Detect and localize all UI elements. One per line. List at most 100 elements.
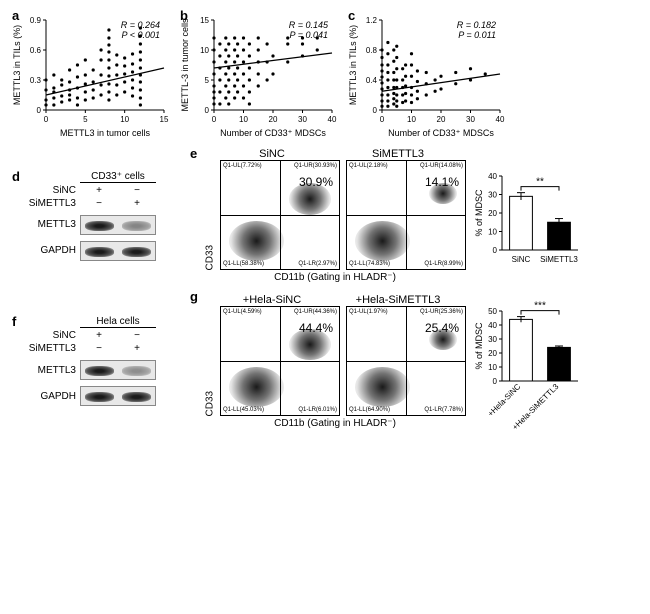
panel-label: e xyxy=(190,146,197,161)
flow-title: +Hela-SiNC xyxy=(212,294,332,306)
svg-text:+Hela-SiNC: +Hela-SiNC xyxy=(486,382,523,419)
svg-text:0: 0 xyxy=(37,106,42,115)
quad-label-ul: Q1-UL(1.97%) xyxy=(349,309,388,315)
svg-text:METTL-3 in tumor cells: METTL-3 in tumor cells xyxy=(180,18,190,112)
svg-text:Number of CD33⁺ MDSCs: Number of CD33⁺ MDSCs xyxy=(220,128,326,138)
svg-text:20: 20 xyxy=(269,115,278,124)
band-lanes xyxy=(80,215,156,235)
svg-text:0: 0 xyxy=(44,115,49,124)
figure: a05101500.30.60.9R = 0.264P < 0.001METTL… xyxy=(10,10,640,431)
svg-text:0: 0 xyxy=(205,106,210,115)
bar-chart: 010203040SiNCSiMETTL3**% of MDSC xyxy=(472,156,582,276)
svg-text:10: 10 xyxy=(239,115,248,124)
target-label: METTL3 xyxy=(26,219,76,230)
quad-label-ul: Q1-UL(4.59%) xyxy=(223,309,262,315)
band-row: GAPDH xyxy=(26,386,180,406)
flow-xaxis-label: CD11b (Gating in HLADR⁻) xyxy=(274,272,396,283)
svg-text:0: 0 xyxy=(493,246,498,255)
quad-label-lr: Q1-LR(7.78%) xyxy=(424,407,463,413)
svg-text:30: 30 xyxy=(488,190,497,199)
quad-label-ur: Q1-UR(30.93%) xyxy=(294,163,337,169)
quad-label-ll: Q1-LL(74.83%) xyxy=(349,261,390,267)
svg-text:10: 10 xyxy=(200,46,209,55)
svg-text:% of MDSC: % of MDSC xyxy=(474,322,484,370)
scatter-plot: 05101500.30.60.9R = 0.264P < 0.001METTL3… xyxy=(10,10,170,140)
svg-text:5: 5 xyxy=(205,76,210,85)
panel-g: g+Hela-SiNC+Hela-SiMETTL3CD33Q1-UL(4.59%… xyxy=(188,291,640,431)
band-lanes xyxy=(80,241,156,261)
lane-sign: + xyxy=(80,330,118,341)
svg-text:METTL3 in TILs (%): METTL3 in TILs (%) xyxy=(348,25,358,105)
svg-text:SiNC: SiNC xyxy=(512,255,531,264)
panel-c: c01020304000.40.81.2R = 0.182P = 0.011Nu… xyxy=(346,10,506,140)
svg-text:0: 0 xyxy=(493,377,498,386)
wb-condition-row: SiMETTL3−+ xyxy=(26,198,180,209)
quad-label-ul: Q1-UL(7.72%) xyxy=(223,163,262,169)
band-row: METTL3 xyxy=(26,215,180,235)
quad-label-ll: Q1-LL(58.38%) xyxy=(223,261,264,267)
quad-label-ur: Q1-UR(14.08%) xyxy=(420,163,463,169)
wb-header: CD33⁺ cells xyxy=(80,171,156,183)
svg-text:40: 40 xyxy=(488,172,497,181)
lane-sign: − xyxy=(118,330,156,341)
condition-label: SiNC xyxy=(26,330,76,341)
panel-e: eSiNCSiMETTL3CD33Q1-UL(7.72%)Q1-UR(30.93… xyxy=(188,148,640,283)
svg-text:METTL3 in TILs (%): METTL3 in TILs (%) xyxy=(12,25,22,105)
svg-text:40: 40 xyxy=(328,115,337,124)
wb-condition-row: SiNC +− xyxy=(26,330,180,341)
svg-text:5: 5 xyxy=(83,115,88,124)
svg-text:P < 0.001: P < 0.001 xyxy=(122,30,160,40)
quad-label-lr: Q1-LR(2.97%) xyxy=(298,261,337,267)
svg-text:METTL3 in tumor cells: METTL3 in tumor cells xyxy=(60,128,151,138)
svg-text:P = 0.011: P = 0.011 xyxy=(458,30,496,40)
band-row: METTL3 xyxy=(26,360,180,380)
western-blot: Hela cellsSiNC+−SiMETTL3−+METTL3GAPDH xyxy=(10,316,180,406)
svg-text:10: 10 xyxy=(407,115,416,124)
svg-text:0: 0 xyxy=(212,115,217,124)
flow-title: SiNC xyxy=(212,148,332,160)
svg-text:40: 40 xyxy=(488,321,497,330)
panel-f: fHela cellsSiNC+−SiMETTL3−+METTL3GAPDH xyxy=(10,316,180,406)
flow-plot: Q1-UL(7.72%) Q1-UR(30.93%) Q1-LL(58.38%) Q1… xyxy=(220,160,340,270)
svg-text:1.2: 1.2 xyxy=(366,16,378,25)
bar-chart: 01020304050+Hela-SiNC+Hela-SiMETTL3***% … xyxy=(472,291,582,431)
flow-title: SiMETTL3 xyxy=(338,148,458,160)
svg-text:10: 10 xyxy=(488,227,497,236)
target-label: METTL3 xyxy=(26,365,76,376)
lane-sign: − xyxy=(80,198,118,209)
row-scatter: a05101500.30.60.9R = 0.264P < 0.001METTL… xyxy=(10,10,640,140)
condition-label: SiMETTL3 xyxy=(26,343,76,354)
condition-label: SiNC xyxy=(26,185,76,196)
flow-plot: Q1-UL(4.59%)Q1-UR(44.36%)Q1-LL(45.03%)Q1… xyxy=(220,306,340,416)
lane-sign: + xyxy=(80,185,118,196)
panel-label: c xyxy=(348,8,355,23)
svg-text:0.4: 0.4 xyxy=(366,76,378,85)
svg-text:***: *** xyxy=(534,301,546,312)
row-fg: fHela cellsSiNC+−SiMETTL3−+METTL3GAPDH g… xyxy=(10,291,640,431)
quad-label-lr: Q1-LR(8.99%) xyxy=(424,261,463,267)
svg-text:P = 0.041: P = 0.041 xyxy=(290,30,328,40)
quad-label-ur: Q1-UR(25.36%) xyxy=(420,309,463,315)
svg-text:10: 10 xyxy=(120,115,129,124)
flow-bar-wrap: +Hela-SiNC+Hela-SiMETTL3CD33Q1-UL(4.59%)… xyxy=(188,291,640,431)
quad-label-lr: Q1-LR(6.01%) xyxy=(298,407,337,413)
flow-plot: Q1-UL(1.97%) Q1-UR(25.36%) Q1-LL(64.90%) Q1… xyxy=(346,306,466,416)
quad-label-ur: Q1-UR(44.36%) xyxy=(294,309,337,315)
panel-b: b010203040051015R = 0.145P = 0.041Number… xyxy=(178,10,338,140)
quad-label-ul: Q1-UL(2.18%) xyxy=(349,163,388,169)
svg-text:0.6: 0.6 xyxy=(30,46,42,55)
svg-text:20: 20 xyxy=(488,349,497,358)
svg-text:20: 20 xyxy=(488,209,497,218)
svg-text:0: 0 xyxy=(380,115,385,124)
band-lanes xyxy=(80,386,156,406)
flow-bar-wrap: SiNCSiMETTL3CD33Q1-UL(7.72%)Q1-UR(30.93%… xyxy=(188,148,640,283)
flow-title: +Hela-SiMETTL3 xyxy=(338,294,458,306)
svg-text:R = 0.182: R = 0.182 xyxy=(457,20,496,30)
lane-sign: − xyxy=(80,343,118,354)
panel-label: f xyxy=(12,314,16,329)
svg-text:10: 10 xyxy=(488,363,497,372)
wb-condition-row: SiMETTL3−+ xyxy=(26,343,180,354)
quad-label-ll: Q1-LL(64.90%) xyxy=(349,407,390,413)
western-blot: CD33⁺ cellsSiNC+−SiMETTL3−+METTL3GAPDH xyxy=(10,171,180,261)
svg-text:40: 40 xyxy=(496,115,505,124)
